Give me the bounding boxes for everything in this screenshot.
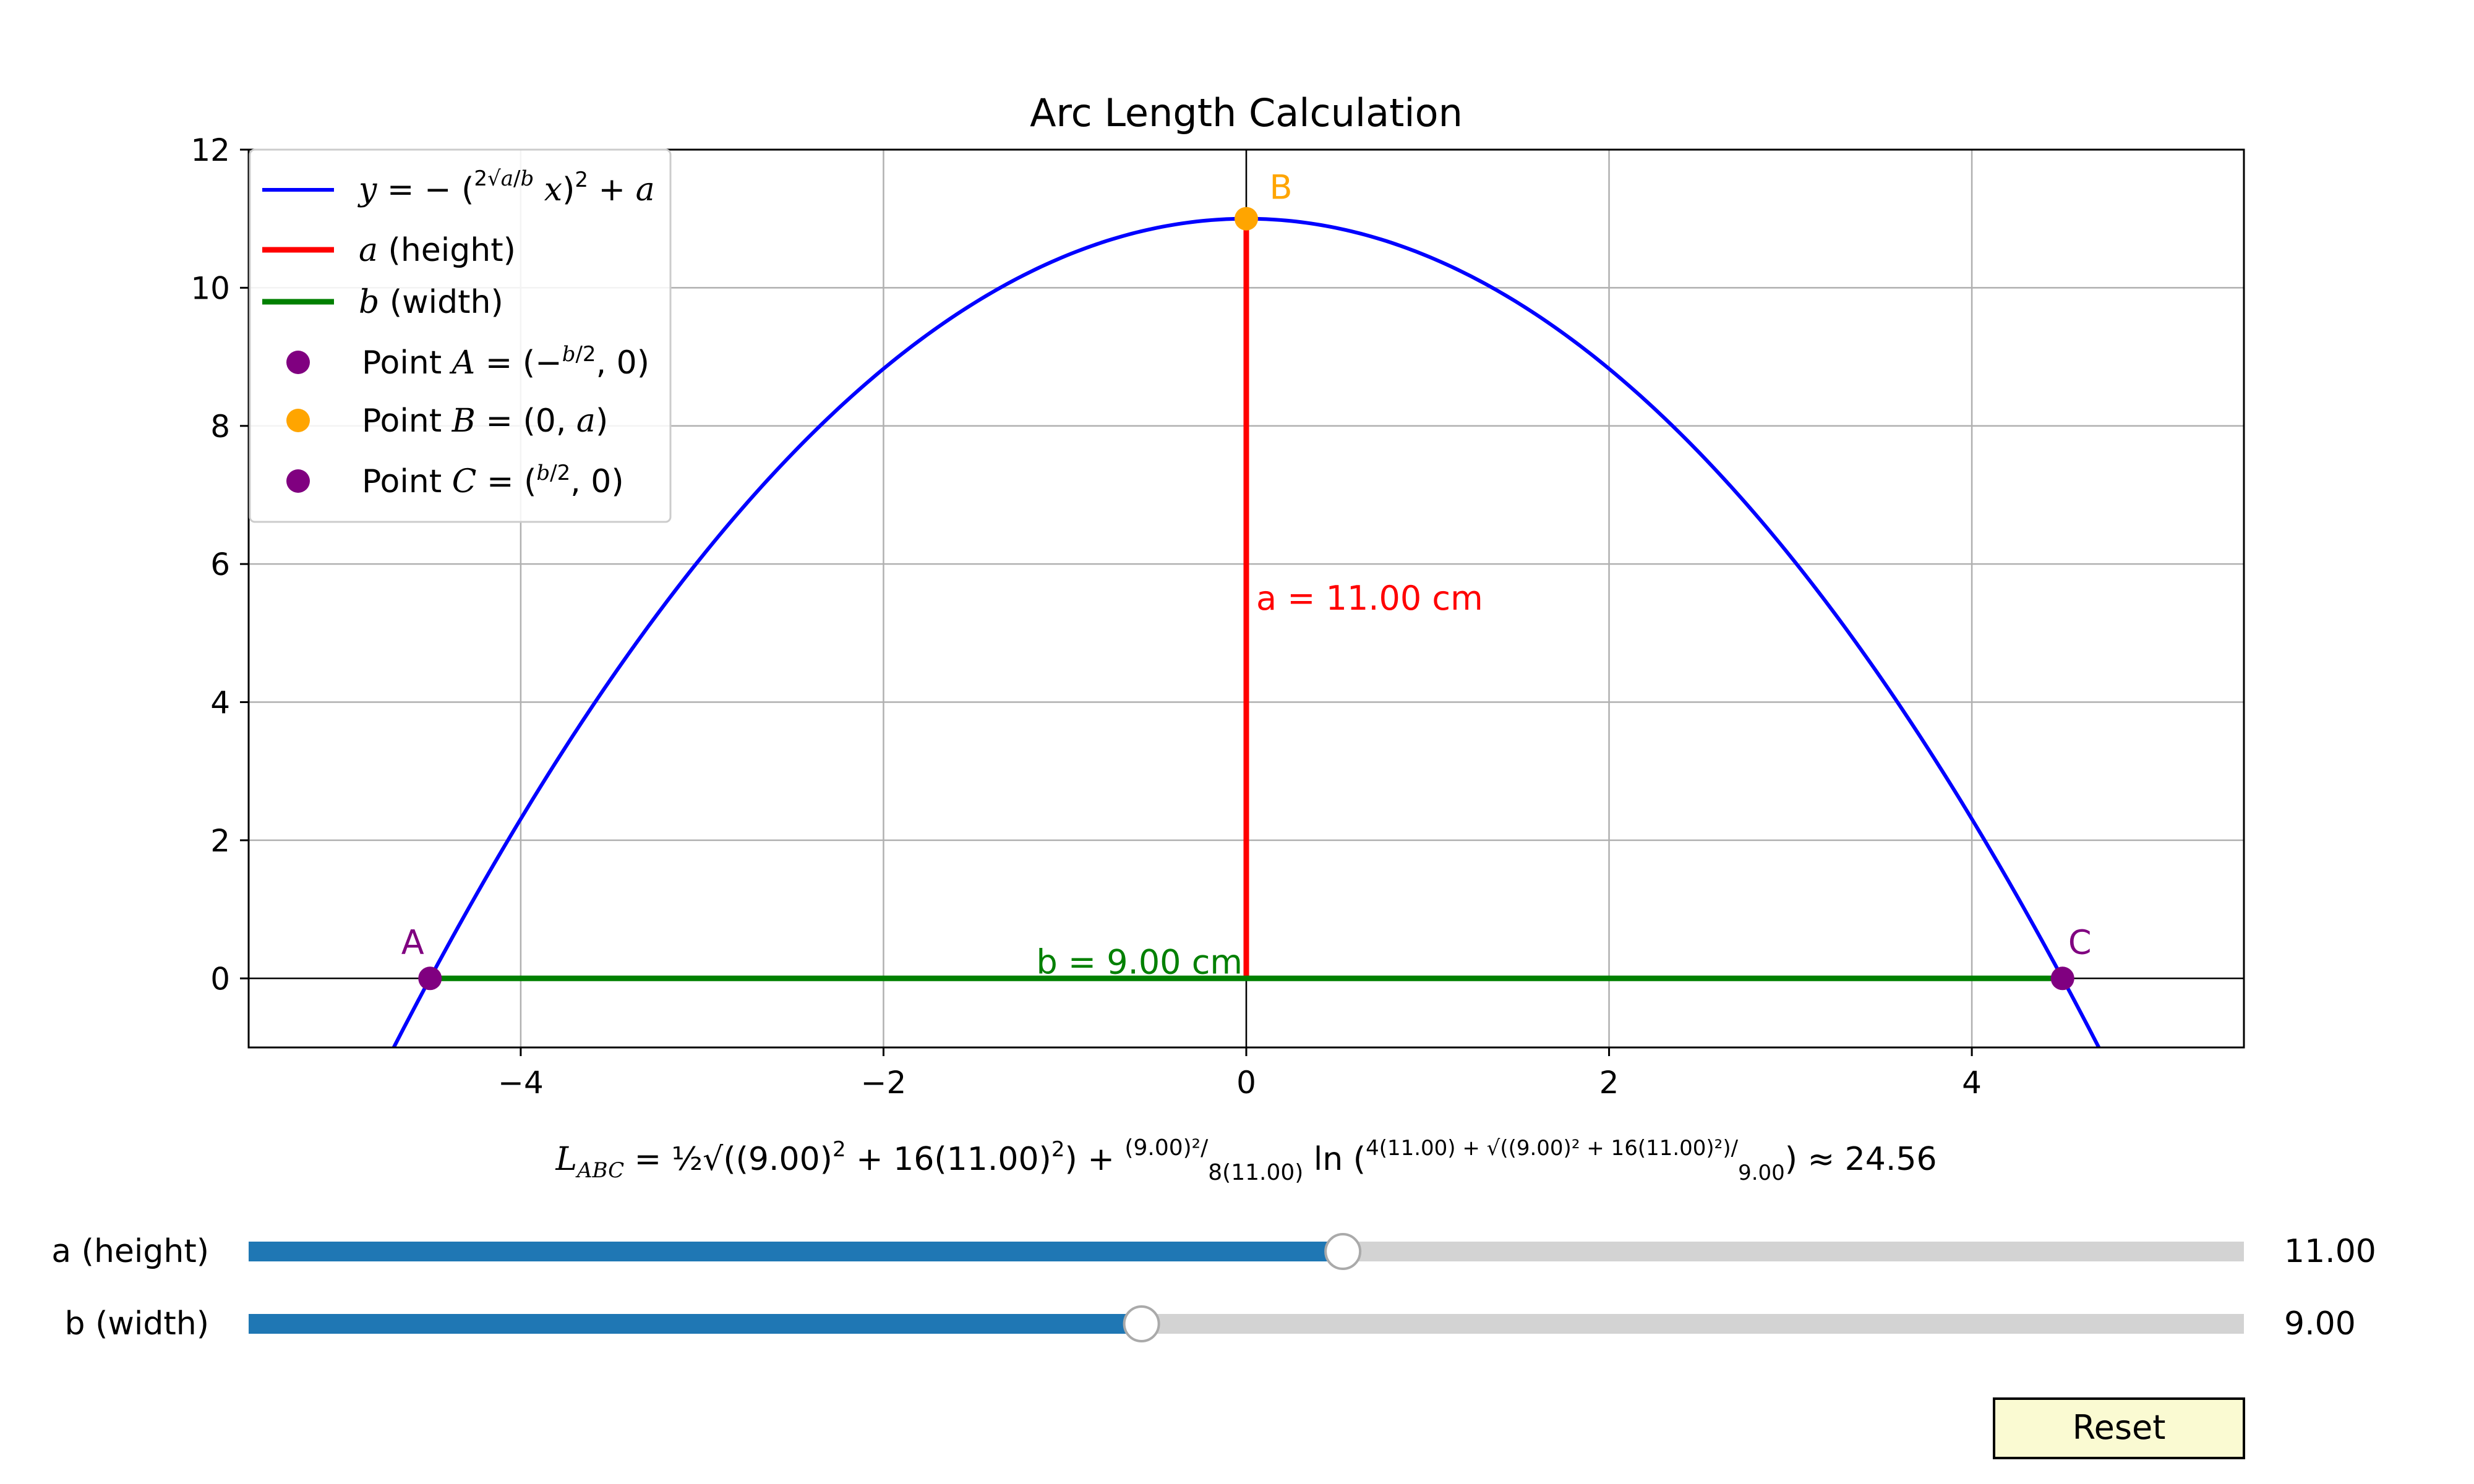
y-tick-label: 4 — [210, 685, 230, 721]
slider-a-label: a (height) — [51, 1233, 209, 1270]
y-tick-label: 10 — [190, 270, 230, 306]
x-tick-label: −2 — [861, 1065, 907, 1101]
legend-width-label: b (width) — [359, 284, 503, 321]
slider-a[interactable]: a (height) 11.00 — [51, 1233, 2376, 1270]
legend-point-c-swatch — [286, 469, 310, 493]
y-tick-label: 2 — [210, 823, 230, 859]
slider-b-label: b (width) — [65, 1305, 209, 1342]
reset-button-box[interactable] — [1993, 1397, 2245, 1459]
legend-point-a-swatch — [286, 351, 310, 374]
y-axis-ticks: 0 2 4 6 8 10 12 — [190, 132, 249, 997]
y-tick-label: 6 — [210, 547, 230, 582]
arc-length-formula: LABC = ½√((9.00)2 + 16(11.00)2) + (9.00)… — [555, 1135, 1937, 1185]
reset-button[interactable]: Reset — [1993, 1397, 2245, 1459]
slider-b-handle[interactable] — [1123, 1305, 1160, 1342]
slider-a-value: 11.00 — [2284, 1233, 2376, 1270]
reset-button-label: Reset — [2073, 1408, 2166, 1447]
legend-point-b-swatch — [286, 409, 310, 432]
legend-height-label: a (height) — [359, 232, 516, 269]
slider-b[interactable]: b (width) 9.00 — [65, 1305, 2356, 1342]
x-tick-label: 4 — [1962, 1065, 1982, 1101]
y-tick-label: 0 — [210, 961, 230, 997]
point-c-marker — [2050, 966, 2074, 991]
slider-a-fill — [249, 1242, 1343, 1261]
y-tick-label: 12 — [190, 132, 230, 168]
width-annotation: b = 9.00 cm — [1036, 942, 1243, 981]
point-c-label: C — [2068, 923, 2092, 962]
slider-b-fill — [249, 1314, 1142, 1334]
slider-b-value: 9.00 — [2284, 1305, 2356, 1342]
legend-point-b-label: Point B = (0, a) — [362, 403, 608, 440]
plot-area: A B C a = 11.00 cm b = 9.00 cm — [247, 148, 2245, 1049]
x-tick-label: 0 — [1236, 1065, 1256, 1101]
legend-point-c-label: Point C = (b/2, 0) — [362, 461, 624, 500]
legend-curve-label: y = − (2√a/b x)2 + a — [357, 166, 655, 208]
height-annotation: a = 11.00 cm — [1256, 579, 1483, 618]
slider-a-handle[interactable] — [1324, 1233, 1362, 1270]
point-a-label: A — [401, 923, 424, 962]
x-tick-label: −4 — [498, 1065, 544, 1101]
legend-point-a-label: Point A = (−b/2, 0) — [362, 342, 649, 382]
x-tick-label: 2 — [1599, 1065, 1619, 1101]
x-axis-ticks: −4 −2 0 2 4 — [498, 1047, 1982, 1101]
legend-box — [249, 148, 672, 523]
chart-title: Arc Length Calculation — [1030, 90, 1463, 135]
y-tick-label: 8 — [210, 409, 230, 445]
point-b-marker — [1235, 207, 1258, 231]
point-a-marker — [418, 966, 442, 991]
point-b-label: B — [1269, 168, 1292, 207]
legend: y = − (2√a/b x)2 + a a (height) b (width… — [249, 148, 672, 523]
